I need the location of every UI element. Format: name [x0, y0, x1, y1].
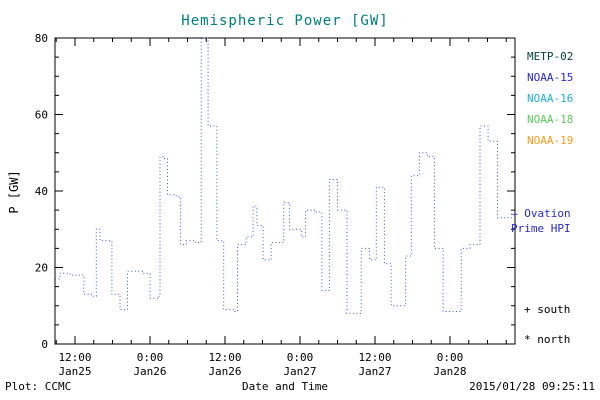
svg-text:0:00: 0:00 — [137, 351, 164, 364]
legend-item-noaa16: NOAA-16 — [527, 92, 574, 105]
ovation-prime-hpi-label: — Ovation Prime HPI — [511, 206, 571, 236]
footer-plot-source: Plot: CCMC — [5, 380, 72, 393]
svg-text:Jan26: Jan26 — [133, 365, 166, 378]
legend: METP-02 NOAA-15 NOAA-16 NOAA-18 NOAA-19 — [527, 50, 573, 147]
footer-timestamp: 2015/01/28 09:25:11 — [469, 380, 595, 393]
legend-item-noaa18: NOAA-18 — [527, 113, 574, 126]
north-marker-label: * north — [524, 333, 571, 346]
legend-item-metp02: METP-02 — [527, 50, 574, 63]
svg-text:0:00: 0:00 — [437, 351, 464, 364]
ovation-label-line1: — Ovation — [511, 207, 571, 220]
south-marker-label: + south — [524, 303, 571, 316]
legend-item-noaa19: NOAA-19 — [527, 134, 574, 147]
svg-text:80: 80 — [35, 32, 48, 45]
svg-text:0: 0 — [41, 338, 48, 351]
svg-text:Jan26: Jan26 — [208, 365, 241, 378]
svg-text:60: 60 — [35, 109, 48, 122]
svg-text:Jan28: Jan28 — [433, 365, 466, 378]
svg-text:Jan27: Jan27 — [358, 365, 391, 378]
svg-text:40: 40 — [35, 185, 48, 198]
x-axis-label: Date and Time — [241, 380, 329, 393]
svg-text:12:00: 12:00 — [58, 351, 91, 364]
y-axis-label: P [GW] — [7, 170, 21, 214]
svg-text:12:00: 12:00 — [208, 351, 241, 364]
legend-item-noaa15: NOAA-15 — [527, 71, 574, 84]
svg-text:12:00: 12:00 — [358, 351, 391, 364]
svg-text:Jan27: Jan27 — [283, 365, 316, 378]
svg-text:0:00: 0:00 — [287, 351, 314, 364]
svg-text:20: 20 — [35, 262, 48, 275]
plot-title: Hemispheric Power [GW] — [181, 13, 389, 29]
svg-text:Jan25: Jan25 — [58, 365, 91, 378]
ovation-label-line2: Prime HPI — [511, 222, 571, 235]
